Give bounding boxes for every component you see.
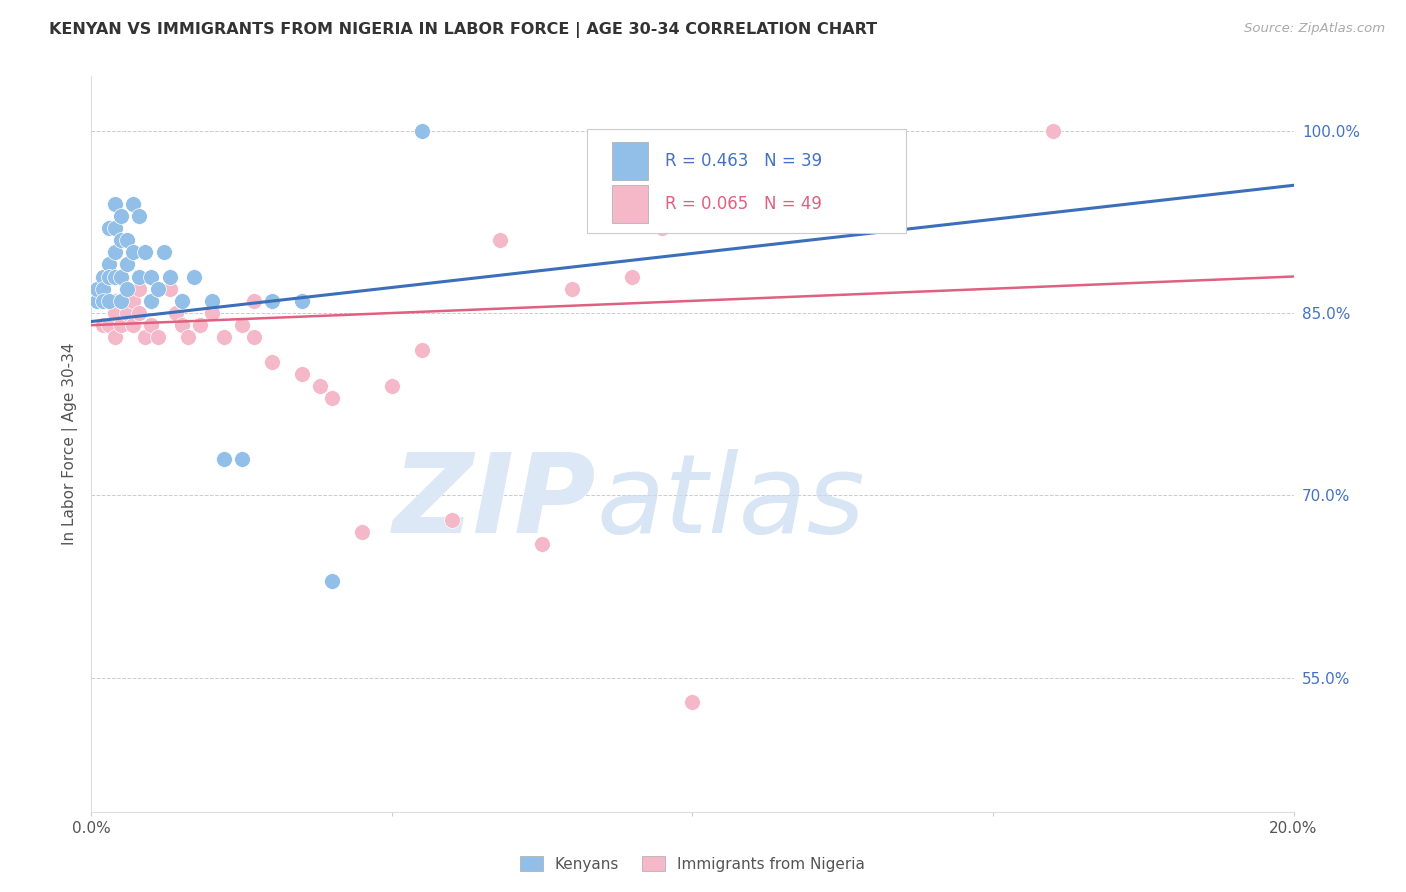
Point [122, 293, 145, 308]
Point [531, 537, 554, 551]
Point [98, 269, 121, 284]
Point [104, 245, 127, 260]
Point [308, 379, 330, 393]
Point [291, 293, 314, 308]
Point [291, 367, 314, 381]
Point [350, 524, 373, 539]
Point [561, 282, 583, 296]
Point [411, 343, 433, 357]
Point [141, 293, 163, 308]
Point [104, 196, 127, 211]
Text: ZIP: ZIP [392, 450, 596, 556]
FancyBboxPatch shape [612, 185, 648, 223]
Point [1042, 123, 1064, 137]
Point [651, 220, 673, 235]
Point [242, 293, 264, 308]
Point [93, 318, 115, 333]
Point [122, 318, 145, 333]
Point [141, 318, 163, 333]
FancyBboxPatch shape [612, 142, 648, 180]
Point [86, 293, 108, 308]
Point [231, 452, 253, 467]
Point [321, 574, 343, 588]
Point [117, 233, 139, 247]
Point [117, 306, 139, 320]
Point [134, 245, 156, 260]
Point [176, 330, 198, 344]
Point [170, 293, 193, 308]
Point [141, 293, 163, 308]
Text: R = 0.065   N = 49: R = 0.065 N = 49 [665, 194, 821, 213]
Point [170, 318, 193, 333]
Point [128, 282, 150, 296]
Text: R = 0.463   N = 39: R = 0.463 N = 39 [665, 153, 823, 170]
Point [489, 233, 512, 247]
Point [231, 318, 253, 333]
Point [98, 257, 121, 271]
Point [98, 318, 121, 333]
Point [260, 354, 283, 368]
Point [183, 269, 205, 284]
Text: Source: ZipAtlas.com: Source: ZipAtlas.com [1244, 22, 1385, 36]
Point [141, 269, 163, 284]
Point [411, 123, 433, 137]
Point [152, 245, 174, 260]
FancyBboxPatch shape [586, 128, 907, 233]
Point [110, 209, 132, 223]
Point [110, 318, 132, 333]
Point [93, 293, 115, 308]
Point [98, 293, 121, 308]
Point [104, 269, 127, 284]
Point [201, 306, 224, 320]
Y-axis label: In Labor Force | Age 30-34: In Labor Force | Age 30-34 [62, 343, 79, 545]
Point [110, 269, 132, 284]
Point [165, 306, 187, 320]
Text: KENYAN VS IMMIGRANTS FROM NIGERIA IN LABOR FORCE | AGE 30-34 CORRELATION CHART: KENYAN VS IMMIGRANTS FROM NIGERIA IN LAB… [49, 22, 877, 38]
Point [212, 452, 235, 467]
Point [104, 220, 127, 235]
Point [93, 282, 115, 296]
Point [93, 269, 115, 284]
Point [321, 391, 343, 405]
Point [188, 318, 211, 333]
Point [128, 209, 150, 223]
Point [621, 269, 644, 284]
Point [146, 330, 169, 344]
Point [117, 282, 139, 296]
Point [117, 282, 139, 296]
Point [98, 293, 121, 308]
Point [440, 513, 463, 527]
Text: atlas: atlas [596, 450, 865, 556]
Point [98, 269, 121, 284]
Point [212, 330, 235, 344]
Point [93, 269, 115, 284]
Point [201, 293, 224, 308]
Point [242, 330, 264, 344]
Point [117, 257, 139, 271]
Point [146, 282, 169, 296]
Point [104, 330, 127, 344]
Point [159, 269, 181, 284]
Point [86, 282, 108, 296]
Point [381, 379, 404, 393]
Point [93, 293, 115, 308]
Point [122, 196, 145, 211]
Point [110, 233, 132, 247]
Point [122, 245, 145, 260]
Point [110, 269, 132, 284]
Point [86, 282, 108, 296]
Point [104, 293, 127, 308]
Point [110, 293, 132, 308]
Point [128, 269, 150, 284]
Point [104, 306, 127, 320]
Point [110, 293, 132, 308]
Point [98, 220, 121, 235]
Point [128, 306, 150, 320]
Point [170, 293, 193, 308]
Point [159, 282, 181, 296]
Legend: Kenyans, Immigrants from Nigeria: Kenyans, Immigrants from Nigeria [513, 849, 872, 878]
Point [260, 293, 283, 308]
Point [681, 695, 703, 709]
Point [134, 330, 156, 344]
